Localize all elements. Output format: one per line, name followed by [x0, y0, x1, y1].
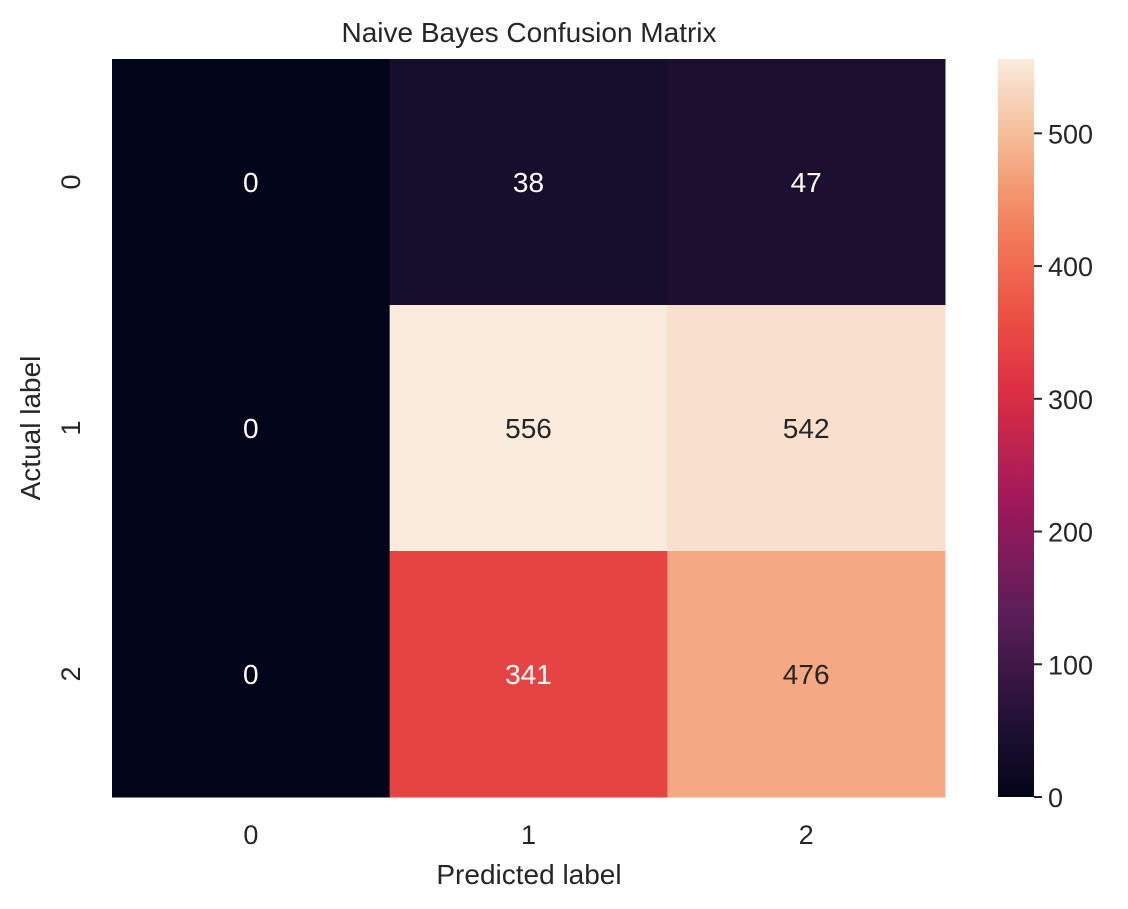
colorbar-tick-label: 100 — [1048, 650, 1093, 680]
heatmap-cell — [667, 305, 946, 552]
colorbar-tick-label: 200 — [1048, 518, 1093, 548]
chart-title: Naive Bayes Confusion Matrix — [341, 17, 716, 48]
y-axis-label: Actual label — [15, 356, 46, 501]
colorbar-tick-label: 0 — [1048, 783, 1063, 813]
cell-value-label: 0 — [243, 659, 259, 690]
heatmap-cell — [112, 551, 391, 798]
colorbar-ticks: 0 100 200 300 400 500 — [1034, 119, 1093, 813]
cell-value-label: 47 — [791, 167, 822, 198]
cell-value-label: 0 — [243, 167, 259, 198]
heatmap-cell — [389, 305, 668, 552]
cell-value-label: 341 — [505, 659, 552, 690]
y-tick-label: 0 — [56, 174, 86, 189]
cell-value-label: 556 — [505, 413, 552, 444]
x-tick-label: 2 — [799, 820, 814, 850]
cell-value-label: 0 — [243, 413, 259, 444]
heatmap-cell — [667, 551, 946, 798]
heatmap-cell — [112, 305, 391, 552]
cell-value-label: 542 — [783, 413, 830, 444]
heatmap-cell — [389, 59, 668, 306]
y-tick-label: 2 — [56, 666, 86, 681]
x-tick-label: 1 — [521, 820, 536, 850]
heatmap-cell — [667, 59, 946, 306]
colorbar — [998, 59, 1034, 797]
colorbar-tick-label: 400 — [1048, 252, 1093, 282]
colorbar-tick-label: 300 — [1048, 385, 1093, 415]
cell-value-label: 38 — [513, 167, 544, 198]
cell-value-label: 476 — [783, 659, 830, 690]
x-tick-label: 0 — [243, 820, 258, 850]
heatmap-cell — [112, 59, 391, 306]
colorbar-tick-label: 500 — [1048, 119, 1093, 149]
y-tick-label: 1 — [56, 420, 86, 435]
heatmap-cells: 0 38 47 0 556 542 0 341 476 — [112, 59, 946, 798]
y-axis-ticks: 0 1 2 — [56, 174, 86, 681]
x-axis-label: Predicted label — [436, 859, 621, 890]
heatmap-cell — [389, 551, 668, 798]
x-axis-ticks: 0 1 2 — [243, 820, 813, 850]
